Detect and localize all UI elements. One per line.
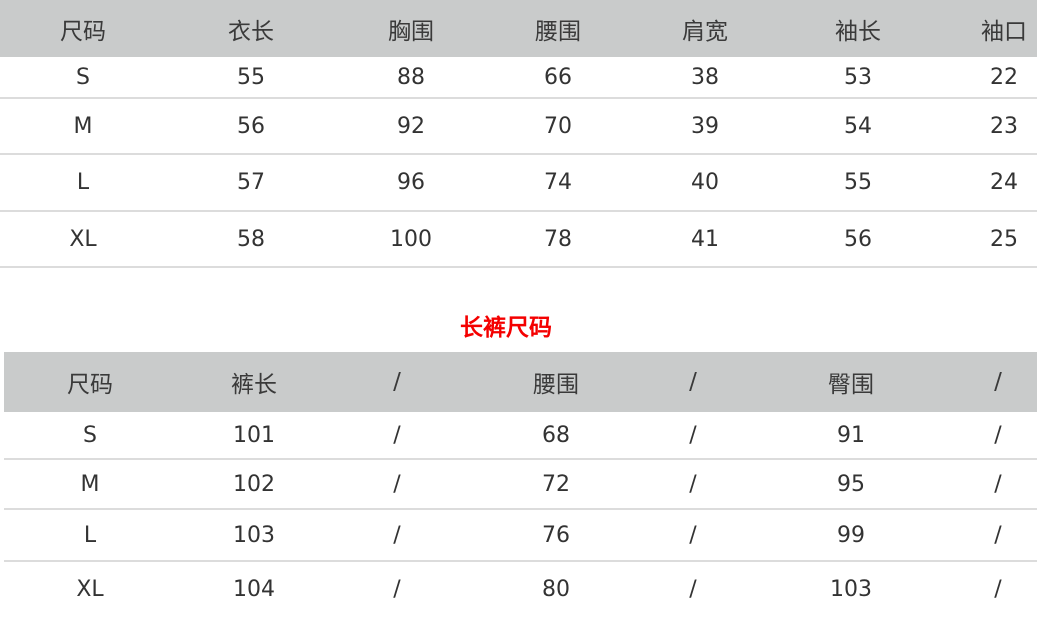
table-row: S 55 88 66 38 53 22 <box>0 57 1037 99</box>
table-cell: / <box>393 522 401 548</box>
table-cell: 25 <box>990 226 1018 252</box>
table-cell: 74 <box>544 170 572 195</box>
table-cell: 103 <box>830 577 872 602</box>
table-cell: M <box>80 471 100 497</box>
table-cell: 56 <box>844 226 872 252</box>
table-cell: 103 <box>233 522 275 548</box>
table-cell: / <box>393 577 401 602</box>
table-row: XL 104 / 80 / 103 / <box>4 562 1037 617</box>
table-row: XL 58 100 78 41 56 25 <box>0 212 1037 268</box>
table-cell: 57 <box>237 170 265 195</box>
table-cell: 23 <box>990 113 1018 139</box>
header-cell: 裤长 <box>231 372 277 398</box>
table-cell: 53 <box>844 64 872 90</box>
header-cell: 尺码 <box>60 18 106 45</box>
table-row: M 56 92 70 39 54 23 <box>0 99 1037 155</box>
table-cell: XL <box>69 226 97 252</box>
table-cell: 24 <box>990 170 1018 195</box>
table-cell: / <box>994 422 1002 448</box>
table-row: S 101 / 68 / 91 / <box>4 412 1037 460</box>
table-cell: 55 <box>237 64 265 90</box>
table-cell: / <box>393 471 401 497</box>
table-cell: 38 <box>691 64 719 90</box>
table-cell: 41 <box>691 226 719 252</box>
table-cell: 66 <box>544 64 572 90</box>
header-cell: 胸围 <box>388 18 434 45</box>
table-cell: / <box>689 471 697 497</box>
table-cell: 72 <box>542 471 570 497</box>
table-cell: 54 <box>844 113 872 139</box>
table-cell: 68 <box>542 422 570 448</box>
table-cell: 95 <box>837 471 865 497</box>
table-cell: 22 <box>990 64 1018 90</box>
header-cell: 臀围 <box>828 372 874 398</box>
table-cell: M <box>73 113 93 139</box>
table-cell: 39 <box>691 113 719 139</box>
table-cell: 78 <box>544 226 572 252</box>
header-cell: 尺码 <box>67 372 113 398</box>
table-cell: 76 <box>542 522 570 548</box>
table-cell: 55 <box>844 170 872 195</box>
table-cell: / <box>689 522 697 548</box>
table-row: L 103 / 76 / 99 / <box>4 510 1037 562</box>
header-cell: / <box>994 369 1002 395</box>
header-cell: 袖长 <box>835 18 881 45</box>
table-cell: 56 <box>237 113 265 139</box>
table-cell: L <box>76 170 90 195</box>
table-cell: 92 <box>397 113 425 139</box>
table-cell: XL <box>76 577 104 602</box>
table-cell: 58 <box>237 226 265 252</box>
header-cell: / <box>393 369 401 395</box>
table-cell: 96 <box>397 170 425 195</box>
table-cell: / <box>393 422 401 448</box>
table-cell: / <box>689 577 697 602</box>
table-cell: 70 <box>544 113 572 139</box>
pants-size-title: 长裤尺码 <box>460 315 552 341</box>
header-cell: 肩宽 <box>682 18 728 45</box>
table-row: M 102 / 72 / 95 / <box>4 460 1037 510</box>
table-cell: 80 <box>542 577 570 602</box>
top-size-table: 尺码 衣长 胸围 腰围 肩宽 袖长 袖口 S 55 88 66 38 53 22 M 56 92 70 39 54 23… <box>0 0 1037 268</box>
table-cell: S <box>83 422 97 448</box>
table-cell: 99 <box>837 522 865 548</box>
table-cell: / <box>994 577 1002 602</box>
header-cell: / <box>689 369 697 395</box>
header-cell: 衣长 <box>228 18 274 45</box>
header-cell: 袖口 <box>981 18 1027 45</box>
table-cell: L <box>83 522 97 548</box>
table-cell: 101 <box>233 422 275 448</box>
table-cell: / <box>689 422 697 448</box>
table-cell: 102 <box>233 471 275 497</box>
table-cell: 104 <box>233 577 275 602</box>
table-row: L 57 96 74 40 55 24 <box>0 155 1037 212</box>
table-cell: 100 <box>390 226 432 252</box>
table-cell: 91 <box>837 422 865 448</box>
table-cell: 40 <box>691 170 719 195</box>
table-header: 尺码 衣长 胸围 腰围 肩宽 袖长 袖口 <box>0 0 1037 57</box>
table-header: 尺码 裤长 / 腰围 / 臀围 / <box>4 352 1037 412</box>
table-cell: 88 <box>397 64 425 90</box>
table-cell: / <box>994 471 1002 497</box>
pants-size-table: 尺码 裤长 / 腰围 / 臀围 / S 101 / 68 / 91 / M 102 / 72 / 95 / L 103 / 76… <box>4 352 1037 617</box>
table-cell: / <box>994 522 1002 548</box>
header-cell: 腰围 <box>535 18 581 45</box>
table-cell: S <box>76 64 90 90</box>
header-cell: 腰围 <box>533 372 579 398</box>
